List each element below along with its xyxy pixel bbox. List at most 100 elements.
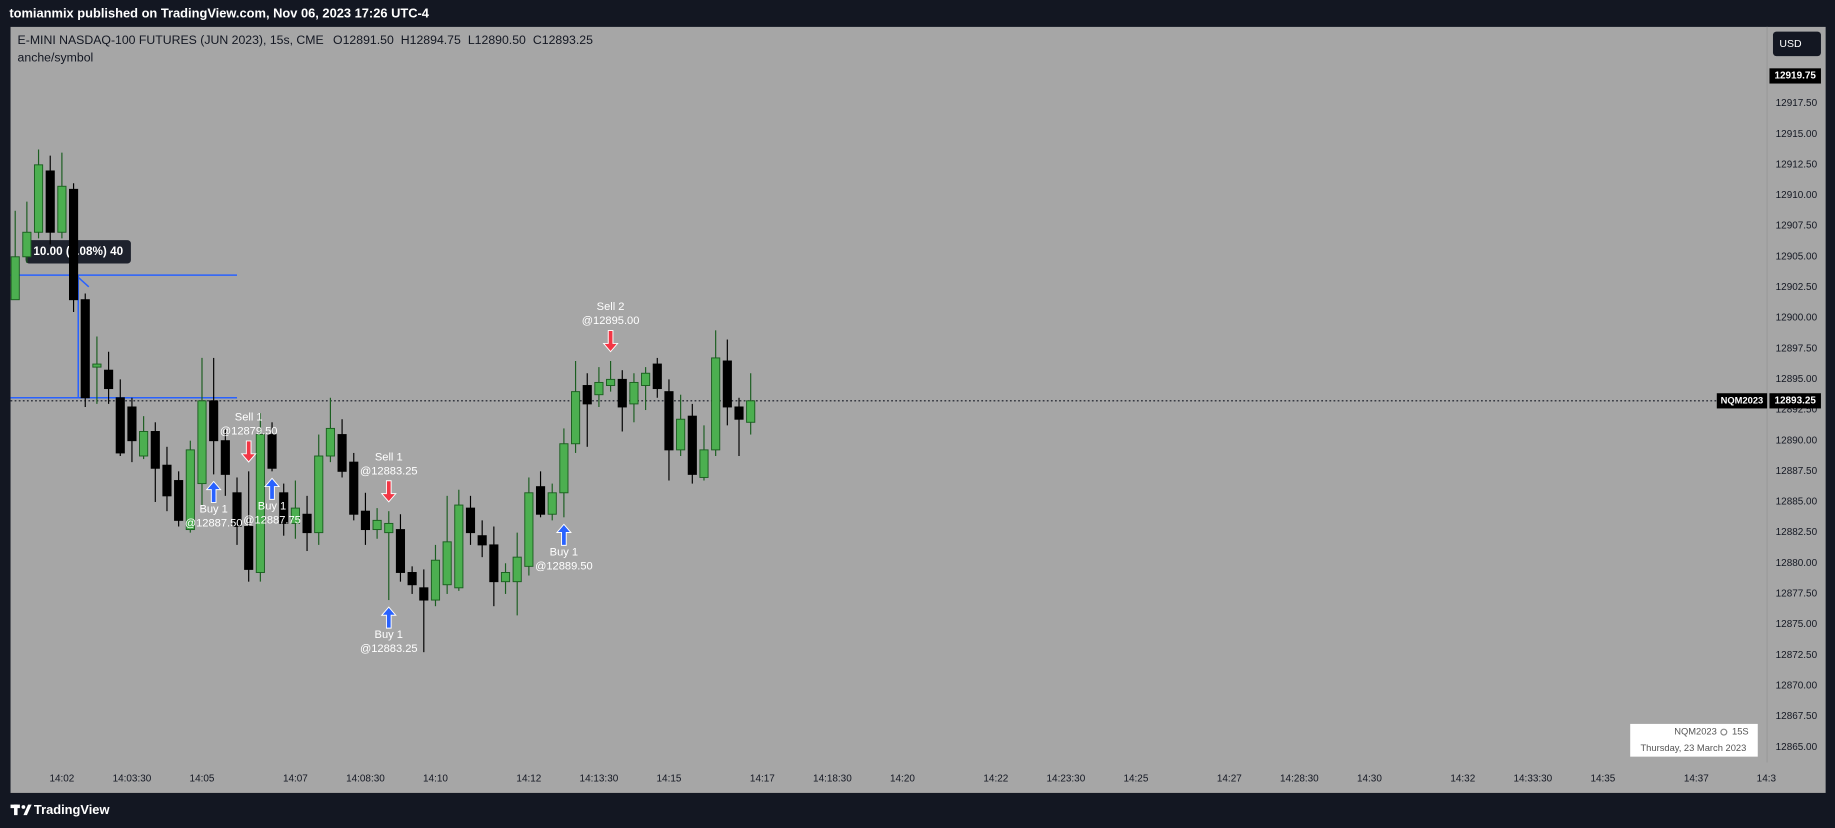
chart-panel xyxy=(10,26,1826,793)
candle-body xyxy=(547,492,557,515)
ohlc-high: H12894.75 xyxy=(401,33,461,47)
y-tick-label: 12915.00 xyxy=(1776,129,1818,140)
trade-price: @12887.75 xyxy=(243,514,301,526)
buy-arrow xyxy=(555,523,572,546)
candle-body xyxy=(535,486,546,515)
trade-text: Sell 1 xyxy=(375,451,403,463)
last-price-name-box xyxy=(1716,393,1768,409)
x-tick-label: 14:08:30 xyxy=(346,774,385,785)
candle-body xyxy=(22,231,32,258)
candle-body xyxy=(162,464,172,497)
candle-body xyxy=(594,381,604,396)
x-tick-label: 14:25 xyxy=(1123,774,1148,785)
y-tick-label: 12907.50 xyxy=(1776,221,1818,232)
candle-body xyxy=(524,492,534,567)
legend: E-MINI NASDAQ-100 FUTURES (JUN 2023), 15… xyxy=(18,33,594,47)
y-tick-label: 12870.00 xyxy=(1776,681,1818,692)
candle-body xyxy=(220,440,230,475)
candle-body xyxy=(722,360,732,408)
candle-body xyxy=(652,363,662,390)
y-tick-label: 12865.00 xyxy=(1776,742,1818,753)
trade-text: Buy 1 xyxy=(199,503,227,515)
last-price-box xyxy=(1769,393,1821,409)
y-tick-label: 12897.50 xyxy=(1776,343,1818,354)
candle-body xyxy=(606,378,616,386)
measure-arrowhead xyxy=(76,275,90,288)
candle-body xyxy=(442,541,452,586)
measure-label-box xyxy=(25,240,131,264)
trade-price: @12879.50 xyxy=(220,426,278,438)
trade-price: @12895.00 xyxy=(582,315,640,327)
candle-body xyxy=(337,434,347,472)
y-tick-label: 12867.50 xyxy=(1776,711,1818,722)
ohlc-open: O12891.50 xyxy=(333,33,394,47)
info-icon xyxy=(1720,728,1728,736)
candle-body xyxy=(512,556,522,583)
candle-body xyxy=(372,519,382,531)
candle-body xyxy=(419,587,429,601)
trade-price: @12889.50 xyxy=(535,560,593,572)
candle-body xyxy=(349,461,359,515)
candle-body xyxy=(477,535,487,546)
candle-body xyxy=(290,507,300,524)
y-tick-label: 12872.50 xyxy=(1776,650,1818,661)
y-tick-label: 12890.00 xyxy=(1776,435,1818,446)
symbol-name: E-MINI NASDAQ-100 FUTURES (JUN 2023), 15… xyxy=(18,33,324,47)
x-tick-label: 14:10 xyxy=(423,774,448,785)
candle-body xyxy=(489,544,499,583)
candle-body xyxy=(255,434,265,573)
currency-button[interactable] xyxy=(1772,31,1821,57)
y-tick-label: 12880.00 xyxy=(1776,558,1818,569)
candle-body xyxy=(641,372,651,386)
x-tick-label: 14:15 xyxy=(657,774,682,785)
y-tick-label: 12912.50 xyxy=(1776,159,1818,170)
candle-body xyxy=(232,492,242,527)
candle-body xyxy=(325,427,335,457)
candle-body xyxy=(395,529,406,573)
candle-body xyxy=(699,449,709,478)
candle-body xyxy=(302,513,312,534)
candle-body xyxy=(687,415,697,475)
x-tick-label: 14:18:30 xyxy=(813,774,852,785)
candle-body xyxy=(209,400,219,442)
candle-body xyxy=(664,391,674,451)
y-tick-label: 12905.00 xyxy=(1776,251,1818,262)
trade-text: Buy 1 xyxy=(375,629,403,641)
trade-text: Sell 2 xyxy=(597,301,625,313)
candle-body xyxy=(267,434,277,469)
ohlc-close: C12893.25 xyxy=(533,33,593,47)
candle-body xyxy=(127,406,137,442)
x-tick-label: 14:28:30 xyxy=(1280,774,1319,785)
y-tick-label: 12910.00 xyxy=(1776,190,1818,201)
x-tick-label: 14:07 xyxy=(283,774,308,785)
x-tick-label: 14:33:30 xyxy=(1514,774,1553,785)
info-date: Thursday, 23 March 2023 xyxy=(1640,743,1746,753)
candle-body xyxy=(711,357,721,451)
x-tick-label: 14:32 xyxy=(1450,774,1475,785)
info-box xyxy=(1630,723,1758,757)
last-price-name: NQM2023 xyxy=(1721,395,1764,405)
y-tick-label: 12885.00 xyxy=(1776,497,1818,508)
candle-body xyxy=(676,418,686,451)
footer-logo xyxy=(10,804,32,816)
brand: TradingView xyxy=(34,802,111,817)
y-tick-label: 12895.00 xyxy=(1776,374,1818,385)
candle-body xyxy=(384,522,394,534)
y-tick-label: 12892.50 xyxy=(1776,405,1818,416)
candle-body xyxy=(115,397,125,454)
candle-body xyxy=(10,256,20,301)
candle-body xyxy=(582,385,592,405)
candle-body xyxy=(174,480,184,521)
trade-price: @12887.50 xyxy=(185,517,243,529)
candle-body xyxy=(244,526,254,570)
y-tick-label: 12875.00 xyxy=(1776,619,1818,630)
x-tick-label: 14:37 xyxy=(1684,774,1709,785)
x-tick-label: 14:30 xyxy=(1357,774,1382,785)
axis-marker-label: 12919.75 xyxy=(1774,71,1816,82)
x-tick-label: 14:22 xyxy=(983,774,1008,785)
x-tick-label: 14:17 xyxy=(750,774,775,785)
candle-body xyxy=(734,406,744,420)
trade-text: Sell 1 xyxy=(235,411,263,423)
candle-body xyxy=(571,391,581,445)
